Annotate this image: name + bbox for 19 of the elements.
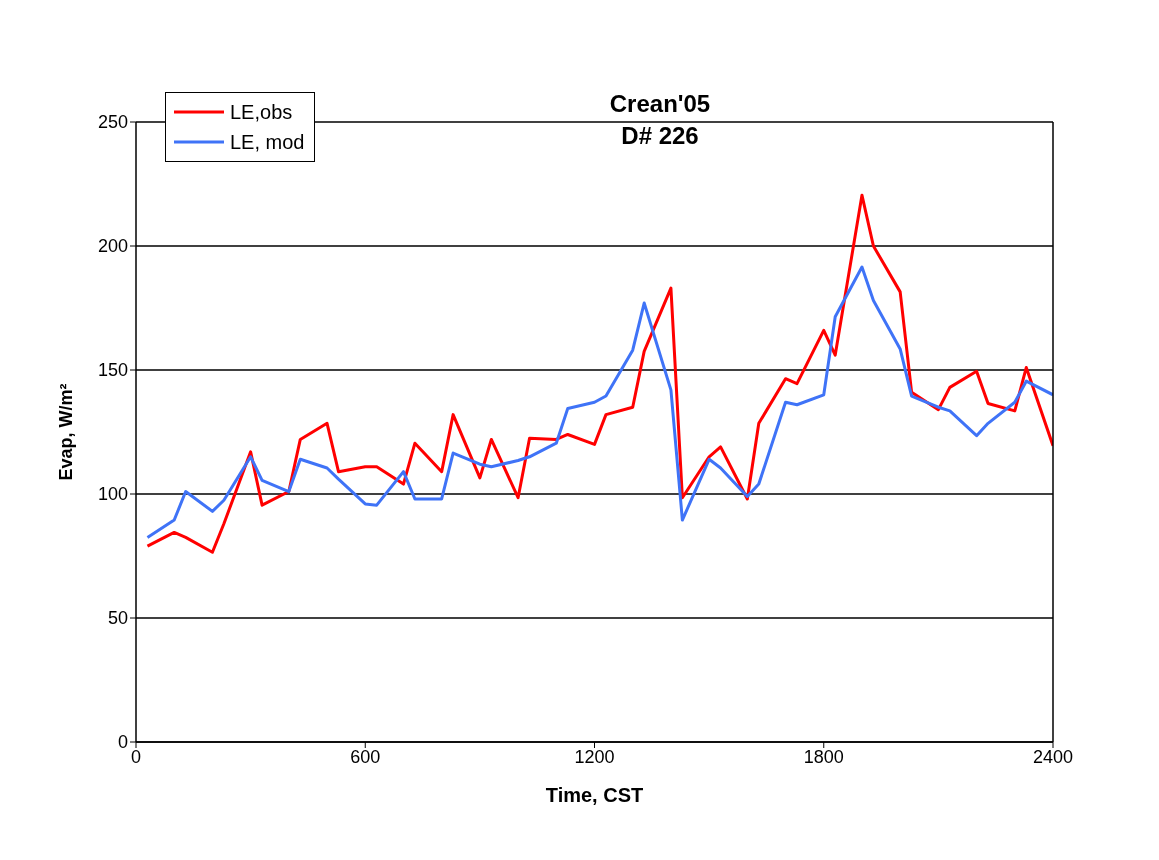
line-series [145,193,1053,554]
y-tick-label: 150 [97,360,128,381]
x-tick-label: 600 [350,746,381,767]
y-tick-label: 250 [97,112,128,133]
x-tick-label: 1200 [574,746,615,767]
x-tick-label: 2400 [1032,746,1074,767]
y-tick-label: 200 [97,236,128,257]
x-axis-title: Time, CST [545,784,644,806]
legend-label: LE,obs [230,100,293,125]
y-tick-label: 100 [97,484,128,505]
y-tick-label: 50 [107,608,128,629]
y-axis-title: Evap, W/m² [56,383,77,481]
x-tick-label: 1800 [803,746,844,767]
line-series [145,265,1053,539]
y-tick-label: 0 [117,732,128,753]
chart-subtitle: D# 226 [620,121,700,151]
legend-label: LE, mod [230,130,305,155]
chart-title: Crean'05 [608,89,712,119]
x-tick-label: 0 [130,746,142,767]
